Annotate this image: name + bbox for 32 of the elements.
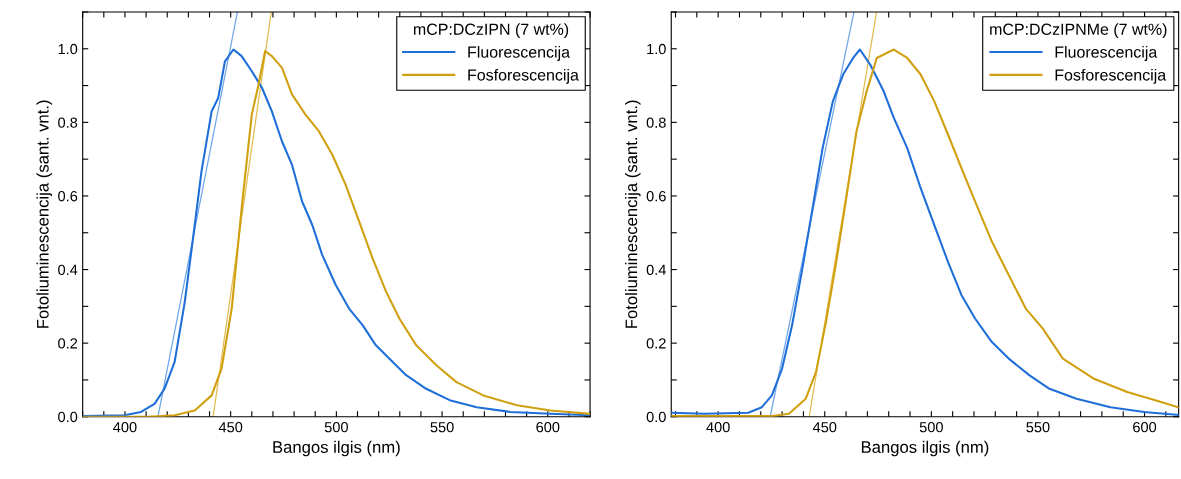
x-tick-label: 600	[536, 421, 560, 433]
y-tick-label: 0.6	[646, 191, 666, 202]
y-tick-label: 0.4	[646, 264, 666, 275]
y-tick-label: 0.2	[646, 338, 666, 349]
y-axis-title: Fotoliuminescencija (sant. vnt.)	[36, 100, 52, 328]
x-tick-label: 400	[706, 421, 730, 433]
y-tick-label: 0.4	[58, 264, 78, 275]
y-tick-label: 0.8	[646, 117, 666, 128]
legend-title: mCP:DCzIPNMe (7 wt%)	[990, 23, 1167, 39]
legend-label: Fosforescencija	[468, 68, 579, 84]
x-tick-label: 450	[218, 421, 243, 433]
x-axis-title: Bangos ilgis (nm)	[861, 440, 989, 457]
y-tick-label: 1.0	[647, 43, 666, 55]
legend-title: mCP:DCzIPN (7 wt%)	[413, 23, 569, 39]
x-tick-label: 600	[1133, 421, 1157, 433]
y-tick-label: 0.8	[58, 117, 78, 128]
legend-label: Fluorescencija	[1055, 46, 1158, 61]
x-axis-title: Bangos ilgis (nm)	[273, 440, 400, 457]
y-tick-label: 0.0	[58, 411, 78, 423]
legend-label: Fluorescencija	[468, 46, 571, 61]
x-tick-label: 500	[919, 421, 943, 433]
x-tick-label: 550	[1026, 421, 1050, 433]
y-axis-title: Fotoliuminescencija (sant. vnt.)	[625, 100, 641, 328]
legend-label: Fosforescencija	[1055, 68, 1167, 84]
y-tick-label: 1.0	[58, 43, 78, 55]
x-tick-label: 500	[324, 421, 348, 433]
x-tick-label: 550	[430, 421, 454, 433]
y-tick-label: 0.2	[58, 338, 78, 349]
x-tick-label: 450	[812, 421, 837, 433]
x-tick-label: 400	[113, 421, 137, 433]
y-tick-label: 0.6	[58, 191, 78, 202]
y-tick-label: 0.0	[646, 411, 666, 423]
